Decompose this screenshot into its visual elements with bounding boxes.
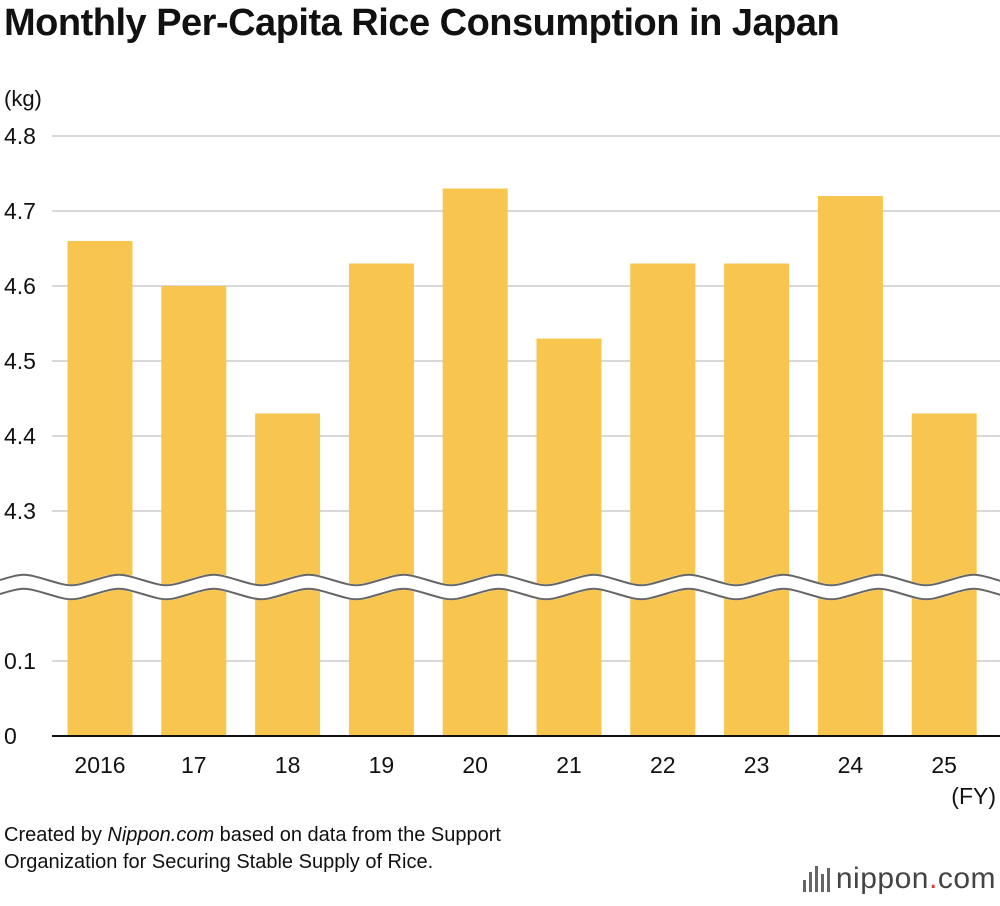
barcode-logo-icon bbox=[802, 866, 830, 892]
x-tick-label: 2016 bbox=[74, 752, 125, 778]
y-tick-label: 4.3 bbox=[4, 498, 36, 524]
source-created-by: Created by bbox=[4, 824, 108, 846]
source-line-1: Created by Nippon.com based on data from… bbox=[4, 822, 501, 849]
x-tick-label: 24 bbox=[838, 752, 864, 778]
source-note: Created by Nippon.com based on data from… bbox=[4, 822, 501, 876]
brand-name: nippon.com bbox=[835, 862, 996, 895]
x-axis-unit-label: (FY) bbox=[951, 783, 996, 809]
source-line-2: Organization for Securing Stable Supply … bbox=[4, 851, 434, 873]
x-tick-label: 20 bbox=[462, 752, 488, 778]
x-tick-label: 23 bbox=[744, 752, 770, 778]
source-site: Nippon.com bbox=[107, 824, 215, 846]
chart-title: Monthly Per-Capita Rice Consumption in J… bbox=[4, 2, 840, 44]
bar-20 bbox=[442, 188, 508, 736]
y-tick-label: 0.1 bbox=[4, 648, 36, 674]
bar-19 bbox=[348, 263, 414, 736]
bar-17 bbox=[161, 286, 227, 736]
axis-break-line-bottom bbox=[0, 587, 1000, 601]
x-tick-label: 18 bbox=[275, 752, 301, 778]
y-tick-label: 4.4 bbox=[4, 423, 36, 449]
x-tick-label: 21 bbox=[556, 752, 582, 778]
y-tick-label: 4.7 bbox=[4, 198, 36, 224]
x-tick-label: 19 bbox=[369, 752, 395, 778]
y-tick-label: 0 bbox=[4, 723, 17, 749]
y-tick-label: 4.8 bbox=[4, 123, 36, 149]
axis-break-line-top bbox=[0, 573, 1000, 587]
y-tick-label: 4.5 bbox=[4, 348, 36, 374]
x-tick-label: 22 bbox=[650, 752, 676, 778]
source-text: based on data from the Support bbox=[214, 824, 501, 846]
y-tick-label: 4.6 bbox=[4, 273, 36, 299]
axis-break-band bbox=[0, 573, 1000, 601]
bar-21 bbox=[536, 338, 602, 736]
bar-22 bbox=[630, 263, 696, 736]
bar-24 bbox=[817, 196, 883, 736]
bar-2016 bbox=[67, 241, 133, 736]
bar-23 bbox=[724, 263, 790, 736]
nippon-logo: nippon.com bbox=[802, 862, 996, 896]
x-tick-label: 17 bbox=[181, 752, 207, 778]
y-axis-unit-label: (kg) bbox=[4, 86, 42, 111]
x-tick-label: 25 bbox=[931, 752, 957, 778]
